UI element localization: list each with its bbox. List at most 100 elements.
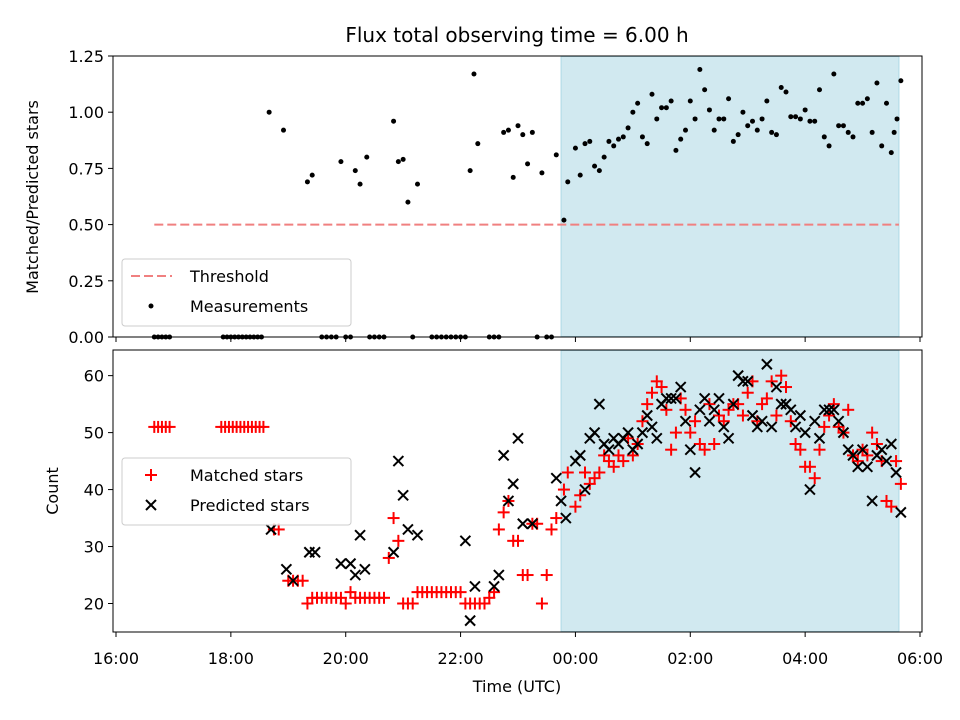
predicted-star-point — [651, 432, 663, 445]
measurement-point — [894, 116, 900, 122]
matched-star-point — [617, 455, 630, 468]
predicted-star-point — [718, 421, 730, 433]
predicted-star-point — [397, 489, 409, 501]
measurement-point — [817, 87, 822, 93]
matched-star-point — [703, 398, 716, 411]
predicted-star-point — [703, 415, 716, 427]
predicted-star-point — [493, 569, 505, 581]
matched-star-point — [736, 409, 749, 422]
predicted-star-point — [746, 409, 759, 422]
predicted-star-point — [526, 518, 539, 530]
predicted-star-point — [890, 466, 902, 479]
measurement-point — [726, 96, 732, 102]
bottom-legend-box — [121, 457, 352, 526]
measurement-point — [716, 116, 722, 122]
measurement-point — [592, 163, 598, 169]
measurement-point — [864, 96, 870, 102]
measurement-point — [879, 143, 885, 149]
matched-star-point — [492, 523, 505, 536]
measurement-point — [539, 170, 545, 176]
predicted-star-point — [555, 495, 567, 507]
predicted-star-point — [560, 512, 572, 524]
matched-star-point — [803, 460, 816, 473]
measurement-point — [505, 127, 511, 133]
measurement-point — [754, 127, 760, 133]
matched-star-point — [851, 455, 864, 468]
y-tick-label: 50 — [84, 424, 104, 443]
measurement-point — [668, 98, 674, 104]
predicted-star-point — [335, 557, 347, 570]
y-tick-label: 0.75 — [68, 159, 104, 178]
predicted-star-point — [852, 461, 864, 473]
predicted-star-point — [694, 404, 706, 416]
bottom-y-ticks: 20 30 40 50 60 — [84, 367, 113, 614]
measurement-point — [553, 152, 559, 158]
top-x-ticks — [115, 337, 921, 342]
matched-star-point — [579, 466, 591, 479]
matched-star-point — [698, 443, 711, 456]
predicted-star-point — [670, 392, 682, 405]
predicted-star-point — [837, 426, 850, 439]
measurement-point — [659, 105, 665, 111]
measurement-point — [352, 168, 358, 174]
predicted-star-point — [550, 472, 562, 484]
predicted-star-point — [497, 449, 510, 462]
measurement-point — [687, 98, 693, 104]
matched-star-point — [646, 386, 658, 399]
measurement-point — [400, 156, 406, 162]
predicted-star-point — [804, 483, 816, 496]
measurement-point — [577, 172, 583, 178]
predicted-star-point — [622, 426, 634, 439]
matched-star-point — [842, 403, 855, 416]
measurement-point — [572, 145, 578, 151]
measurement-point — [793, 114, 799, 120]
measurement-point — [692, 116, 698, 122]
matched-star-point — [626, 449, 639, 462]
measurement-point — [338, 159, 344, 165]
predicted-star-point — [876, 443, 888, 456]
x-tick-label: 22:00 — [438, 649, 484, 668]
measurement-point — [415, 181, 420, 187]
bottom-axes-frame — [112, 349, 923, 633]
measurement-point — [860, 100, 866, 106]
matched-star-point — [593, 466, 606, 479]
measurement-point — [304, 179, 310, 185]
measurement-point — [587, 138, 593, 144]
matched-star-point — [655, 381, 668, 394]
predicted-star-point — [698, 392, 711, 405]
bottom-y-axis-label: Count — [43, 467, 62, 515]
matched-star-point — [827, 398, 840, 411]
top-chart-title: Flux total observing time = 6.00 h — [345, 23, 688, 47]
predicted-star-point — [847, 449, 859, 462]
measurement-point — [891, 129, 897, 135]
predicted-star-point — [675, 381, 687, 393]
matched-star-point — [339, 597, 352, 610]
matched-star-point — [784, 415, 797, 428]
matched-star-point — [760, 392, 773, 405]
y-tick-label: 30 — [84, 538, 104, 557]
measurement-point — [625, 125, 631, 131]
legend-measurements-label: Measurements — [190, 297, 308, 316]
measurement-point — [525, 161, 531, 167]
measurement-point — [565, 179, 571, 185]
matched-star-point — [717, 415, 730, 428]
measurement-point — [683, 127, 688, 133]
matched-star-point — [794, 443, 807, 456]
measurement-point — [635, 100, 641, 106]
predicted-star-point — [765, 421, 778, 433]
measurement-point — [850, 134, 856, 140]
matched-star-point — [866, 426, 879, 439]
matched-star-point — [665, 443, 678, 456]
matched-star-point — [861, 449, 874, 462]
predicted-star-point — [359, 563, 371, 576]
matched-star-point — [406, 597, 419, 610]
matched-star-point — [574, 489, 587, 502]
predicted-star-point — [785, 404, 797, 416]
matched-star-point — [770, 409, 783, 422]
matched-star-point — [535, 597, 548, 610]
matched-star-point — [382, 551, 395, 564]
measurement-point — [620, 134, 626, 140]
y-tick-label: 0.50 — [68, 216, 104, 235]
legend-threshold-label: Threshold — [189, 267, 269, 286]
predicted-star-point — [689, 466, 701, 479]
